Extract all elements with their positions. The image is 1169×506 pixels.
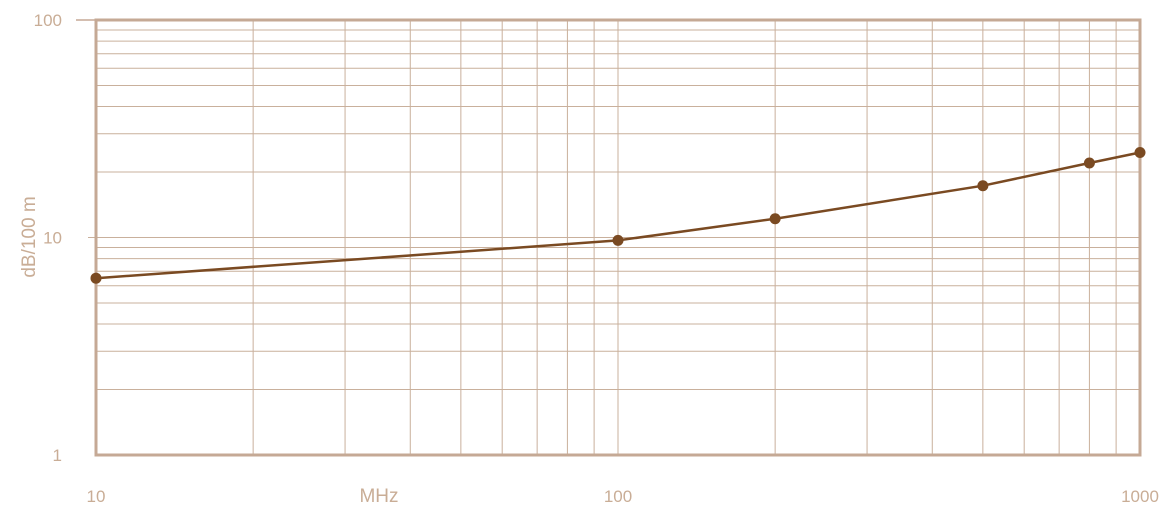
x-tick-label: 100 xyxy=(604,487,632,506)
data-point xyxy=(1083,157,1095,169)
series-line xyxy=(95,151,1141,280)
data-point xyxy=(612,234,624,246)
x-tick-label: 10 xyxy=(87,487,106,506)
x-tick-label: 1000 xyxy=(1121,487,1159,506)
data-point xyxy=(769,213,781,225)
series-markers xyxy=(90,146,1146,284)
y-tick-label: 1 xyxy=(53,446,62,465)
y-tick-label: 10 xyxy=(43,229,62,248)
grid xyxy=(88,20,1140,455)
x-axis-title: MHz xyxy=(359,486,398,506)
data-point xyxy=(977,180,989,192)
y-axis-title: dB/100 m xyxy=(19,196,40,277)
tick-labels: 10 100 1000 1 10 100 xyxy=(34,11,1159,506)
y-tick-label: 100 xyxy=(34,11,62,30)
data-point xyxy=(90,272,102,284)
data-point xyxy=(1134,146,1146,158)
plot-frame xyxy=(94,18,1142,457)
